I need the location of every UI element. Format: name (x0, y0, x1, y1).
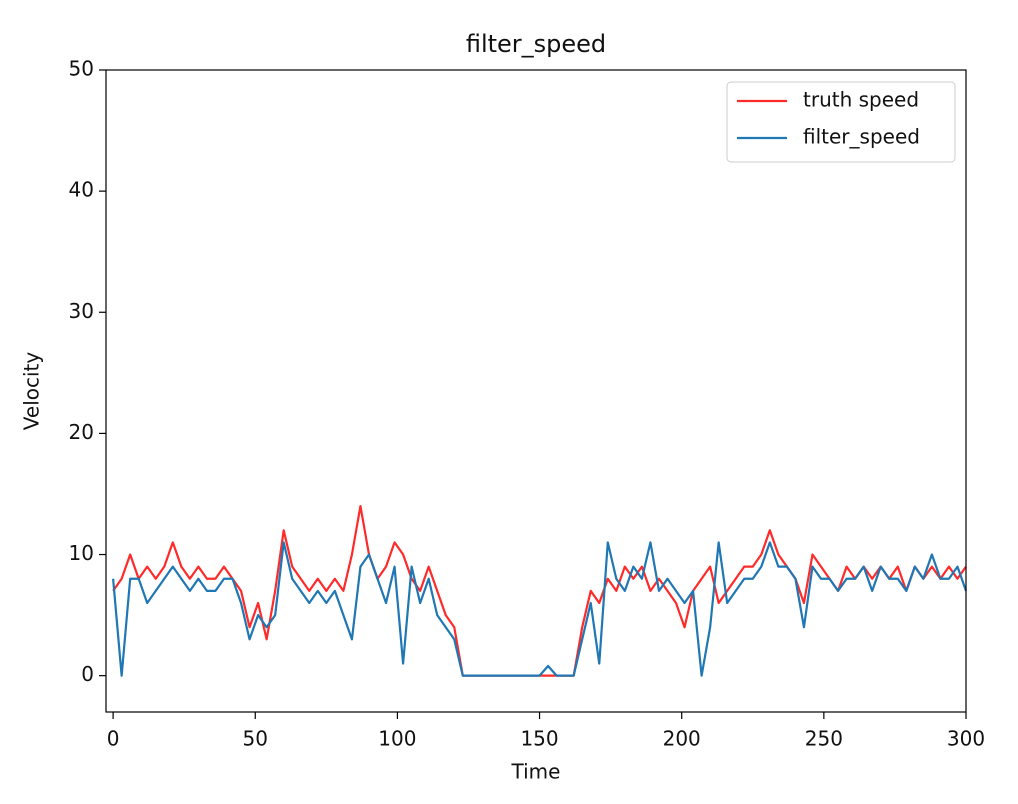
x-tick-label: 0 (107, 727, 120, 751)
x-tick-label: 200 (663, 727, 701, 751)
x-axis-label: Time (511, 760, 561, 784)
y-tick-label: 0 (81, 662, 94, 686)
legend-label: truth speed (803, 88, 919, 112)
x-tick-label: 250 (805, 727, 843, 751)
y-tick-label: 50 (69, 57, 94, 81)
plot-frame (105, 69, 967, 713)
y-tick-label: 20 (69, 420, 94, 444)
x-tick-label: 150 (520, 727, 558, 751)
chart-title: filter_speed (466, 30, 606, 58)
y-tick-label: 40 (69, 178, 94, 202)
y-tick-label: 30 (69, 299, 94, 323)
x-tick-label: 300 (947, 727, 985, 751)
x-tick-label: 100 (378, 727, 416, 751)
legend-label: filter_speed (803, 125, 920, 149)
legend: truth speed filter_speed (726, 81, 956, 163)
y-tick-label: 10 (69, 541, 94, 565)
data-line (112, 541, 968, 677)
x-tick-label: 50 (243, 727, 268, 751)
y-axis-label: Velocity (20, 352, 44, 431)
